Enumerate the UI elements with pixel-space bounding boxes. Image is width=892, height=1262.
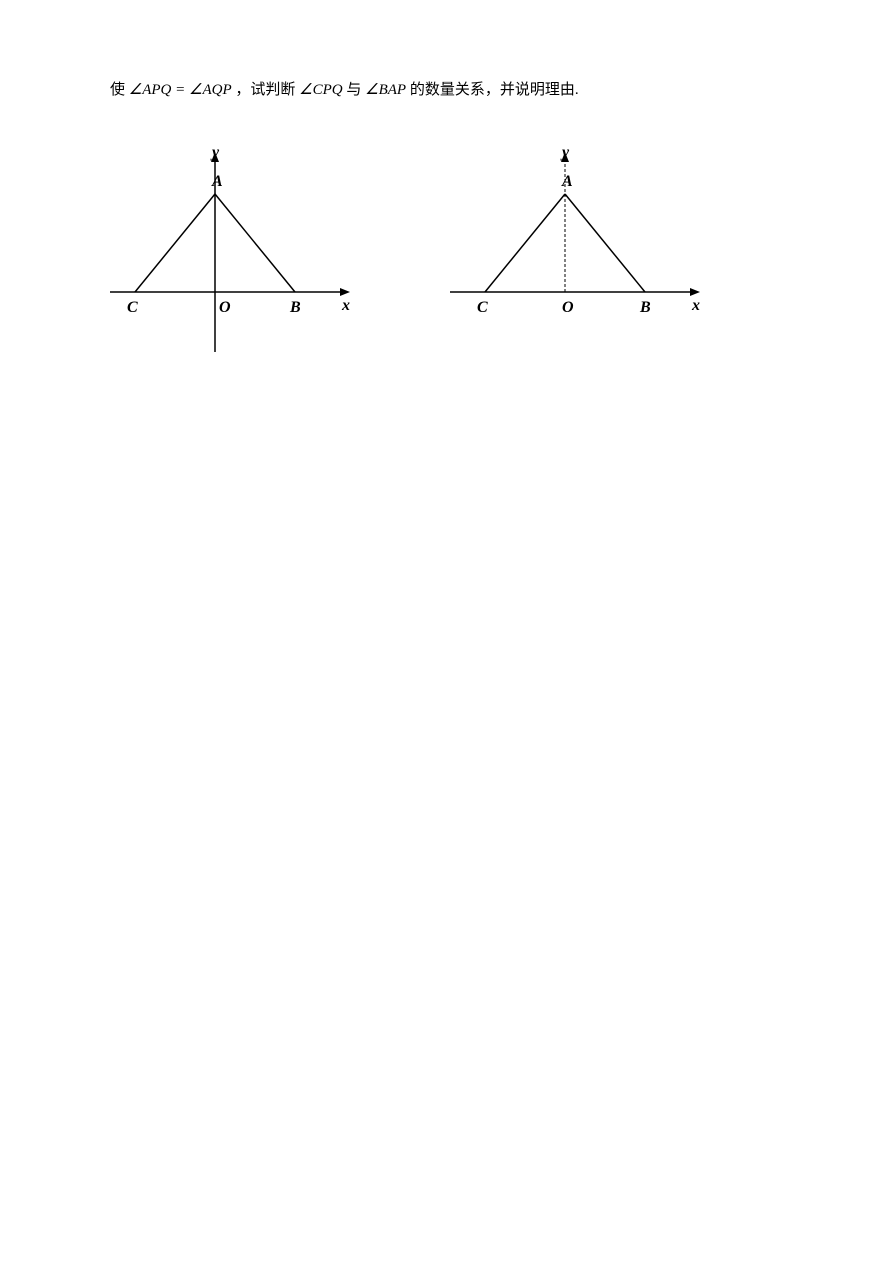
svg-text:B: B bbox=[639, 299, 651, 316]
svg-text:C: C bbox=[477, 299, 488, 316]
angle-3: CPQ bbox=[313, 82, 343, 98]
svg-text:x: x bbox=[341, 297, 350, 314]
svg-text:A: A bbox=[561, 173, 573, 190]
svg-text:O: O bbox=[562, 299, 574, 316]
svg-text:B: B bbox=[289, 299, 301, 316]
figure-1: y x A B C O bbox=[100, 142, 360, 362]
svg-text:x: x bbox=[691, 297, 700, 314]
text-middle: ，试判断 bbox=[235, 82, 295, 98]
angle-2: AQP bbox=[202, 82, 231, 98]
figure-2-svg: y x A B C O bbox=[445, 142, 705, 322]
figure-2: y x A B C O bbox=[445, 142, 705, 362]
figure-1-svg: y x A B C O bbox=[100, 142, 360, 362]
svg-text:O: O bbox=[219, 299, 231, 316]
svg-text:y: y bbox=[210, 144, 220, 161]
angle-symbol-4: ∠ bbox=[365, 82, 378, 98]
text-suffix: 的数量关系，并说明理由. bbox=[406, 82, 579, 98]
text-prefix: 使 bbox=[110, 82, 125, 98]
angle-symbol-2: ∠ bbox=[189, 82, 202, 98]
text-and: 与 bbox=[343, 82, 366, 98]
angle-symbol-3: ∠ bbox=[299, 82, 312, 98]
figures-container: y x A B C O y x A B C O bbox=[100, 142, 792, 362]
problem-statement: 使 ∠APQ = ∠AQP ，试判断 ∠CPQ 与 ∠BAP 的数量关系，并说明… bbox=[110, 78, 792, 102]
equals-sign: = bbox=[171, 82, 189, 98]
angle-4: BAP bbox=[379, 82, 407, 98]
svg-text:C: C bbox=[127, 299, 138, 316]
svg-text:A: A bbox=[211, 173, 223, 190]
svg-text:y: y bbox=[560, 144, 570, 161]
angle-symbol-1: ∠ bbox=[129, 82, 142, 98]
angle-1: APQ bbox=[142, 82, 171, 98]
